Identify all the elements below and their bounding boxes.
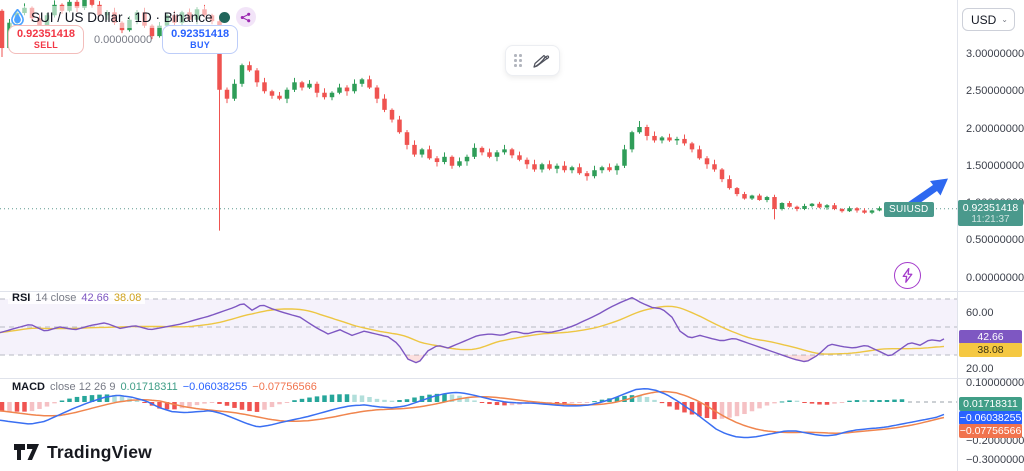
price-tick: 2.00000000 xyxy=(966,122,1024,135)
tradingview-logo[interactable]: TradingView xyxy=(14,441,152,463)
status-dot-icon xyxy=(218,11,230,23)
instant-trading-button[interactable] xyxy=(894,262,921,289)
symbol-header[interactable]: SUI / US Dollar · 1D · Binance xyxy=(10,6,260,28)
macd-signal-value: −0.07756566 xyxy=(252,381,317,393)
bar-countdown: 11:21:37 xyxy=(971,214,1010,225)
rsi-value: 42.66 xyxy=(81,292,109,304)
price-axis-border xyxy=(957,0,958,471)
price-tick: 2.50000000 xyxy=(966,85,1024,98)
buy-button[interactable]: 0.92351418 BUY xyxy=(162,25,239,54)
sui-logo-icon xyxy=(11,8,24,26)
macd-hist-badge: 0.01718311 xyxy=(959,397,1022,411)
tradingview-wordmark: TradingView xyxy=(47,441,152,462)
macd-legend[interactable]: MACD close 12 26 9 0.01718311 −0.0603825… xyxy=(8,381,321,393)
trade-panel: 0.92351418 SELL 0.00000000 0.92351418 BU… xyxy=(8,25,239,54)
rsi-tick: 60.00 xyxy=(966,307,994,319)
macd-params: close 12 26 9 xyxy=(50,381,116,393)
drag-handle-icon[interactable] xyxy=(514,54,522,67)
tradingview-mark-icon xyxy=(14,444,39,460)
last-price-badge: 0.92351418 11:21:37 xyxy=(958,200,1023,226)
rsi-pane[interactable] xyxy=(0,291,957,378)
price-tick: 1.50000000 xyxy=(966,159,1024,172)
macd-line-value: −0.06038255 xyxy=(182,381,248,393)
share-icon[interactable] xyxy=(235,7,256,27)
price-line-symbol-badge: SUIUSD xyxy=(884,202,934,217)
pane-separator-macd[interactable] xyxy=(0,378,1024,379)
drawing-toolbar[interactable] xyxy=(505,45,560,76)
brush-tool-icon[interactable] xyxy=(531,51,551,71)
price-tick: 0.50000000 xyxy=(966,234,1024,247)
sell-button[interactable]: 0.92351418 SELL xyxy=(8,25,84,54)
spread-value: 0.00000000 xyxy=(94,33,153,46)
rsi-tick: 20.00 xyxy=(966,363,994,375)
macd-line-badge: −0.06038255 xyxy=(959,411,1022,425)
sell-price: 0.92351418 xyxy=(16,28,76,40)
pane-separator-rsi[interactable] xyxy=(0,291,1024,292)
macd-title: MACD xyxy=(12,381,45,393)
macd-tick: 0.10000000 xyxy=(966,376,1024,389)
price-tick: 0.00000000 xyxy=(966,271,1024,284)
sell-label: SELL xyxy=(33,39,59,50)
buy-label: BUY xyxy=(190,39,211,50)
rsi-legend[interactable]: RSI 14 close 42.66 38.08 xyxy=(8,292,146,304)
symbol-title: SUI / US Dollar · 1D · Binance xyxy=(31,9,213,25)
price-tick: 3.00000000 xyxy=(966,48,1024,60)
buy-price: 0.92351418 xyxy=(171,28,230,40)
last-price-value: 0.92351418 xyxy=(962,202,1019,214)
currency-select[interactable]: USD ⌄ xyxy=(962,8,1015,31)
macd-signal-badge: −0.07756566 xyxy=(959,424,1022,438)
macd-pane[interactable] xyxy=(0,378,957,471)
rsi-title: RSI xyxy=(12,292,31,304)
rsi-params: 14 close xyxy=(35,292,77,304)
rsi-ma-value: 38.08 xyxy=(113,292,142,304)
macd-hist-value: 0.01718311 xyxy=(120,381,178,393)
currency-value: USD xyxy=(971,12,997,27)
chevron-down-icon: ⌄ xyxy=(1001,15,1008,24)
lightning-bolt-icon xyxy=(902,268,913,283)
rsi-ma-value-badge: 38.08 xyxy=(959,343,1022,357)
rsi-value-badge: 42.66 xyxy=(959,330,1022,344)
